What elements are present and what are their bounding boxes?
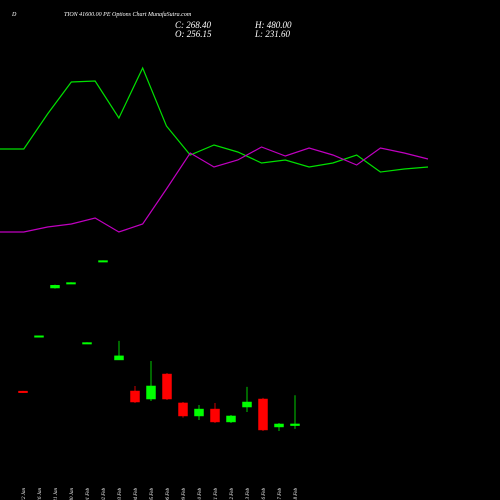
candle-body — [178, 402, 188, 417]
candle-body — [98, 260, 108, 263]
x-tick-label: 12 Jan — [22, 488, 27, 500]
x-tick-label: 10 Feb — [198, 488, 203, 500]
x-tick-label: 02 Feb — [102, 488, 107, 500]
x-tick-label: 04 Feb — [134, 488, 139, 500]
line-series — [0, 146, 429, 233]
x-tick-label: 03 Feb — [118, 488, 123, 500]
candle-body — [194, 408, 204, 417]
high-label: H: 480.00 — [254, 20, 292, 30]
candle-body — [50, 285, 60, 289]
candle-body — [274, 423, 284, 428]
candle-body — [162, 373, 172, 400]
x-tick-label: 13 Feb — [246, 488, 251, 500]
x-tick-label: 09 Feb — [182, 488, 187, 500]
chart-title: TION 41600.00 PE Options Chart MunafaSut… — [64, 11, 192, 18]
x-tick-label: 01 Feb — [86, 488, 91, 500]
candle-body — [130, 390, 140, 403]
symbol: D — [11, 12, 17, 18]
candle-body — [258, 398, 268, 431]
candle-body — [114, 355, 124, 361]
line-series — [0, 66, 429, 173]
candle-body — [210, 408, 220, 423]
close-label: C: 268.40 — [175, 20, 212, 30]
x-tick-label: 16 Feb — [262, 488, 267, 500]
x-tick-label: 18 Feb — [294, 488, 299, 500]
candle-body — [242, 401, 252, 408]
low-label: L: 231.60 — [254, 29, 291, 39]
x-tick-label: 11 Feb — [214, 488, 219, 500]
x-tick-label: 16 Jan — [38, 488, 43, 500]
candle-body — [34, 335, 44, 338]
candle-body — [82, 342, 92, 345]
candle-body — [18, 390, 28, 393]
x-tick-label: 05 Feb — [150, 488, 155, 500]
x-tick-label: 21 Jan — [54, 488, 59, 500]
candle-body — [290, 423, 300, 426]
x-tick-label: 30 Jan — [70, 488, 75, 500]
x-tick-label: 17 Feb — [278, 488, 283, 500]
candle-body — [66, 282, 76, 285]
x-tick-label: 12 Feb — [230, 488, 235, 500]
candle-body — [146, 385, 156, 400]
candle-body — [226, 415, 236, 423]
open-label: O: 256.15 — [175, 29, 212, 39]
x-tick-label: 06 Feb — [166, 488, 171, 500]
